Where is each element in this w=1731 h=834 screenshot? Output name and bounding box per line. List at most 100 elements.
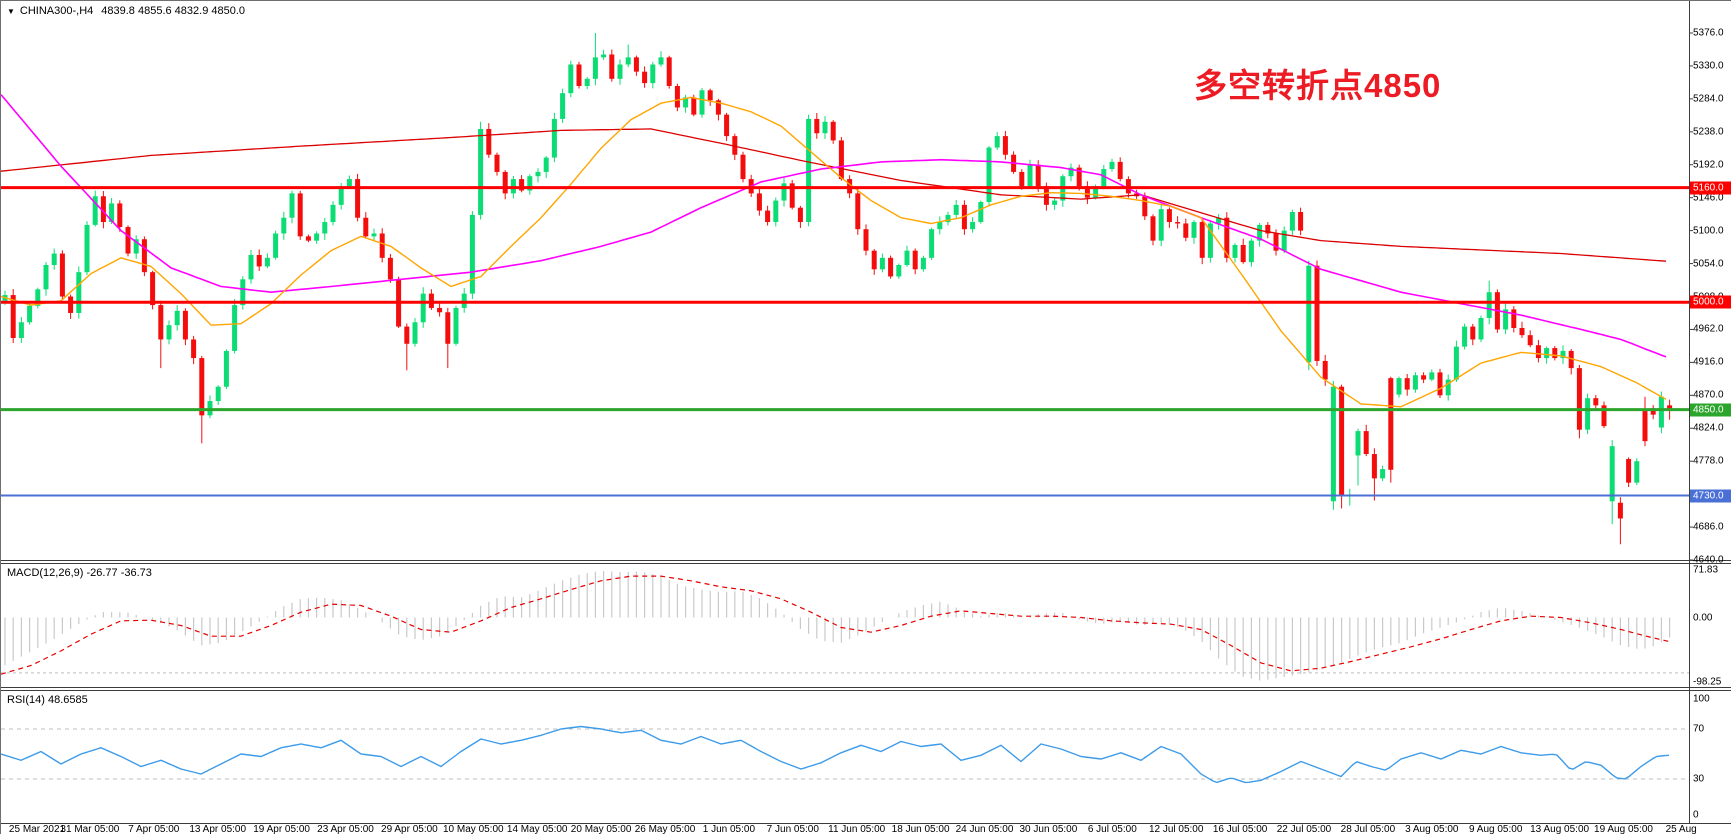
candle [1265, 224, 1271, 234]
candle [994, 136, 1000, 148]
candle [1585, 398, 1591, 430]
candle [1388, 378, 1394, 470]
candle [125, 227, 131, 254]
date-label: 22 Jul 05:00 [1276, 824, 1332, 834]
candle [68, 296, 74, 313]
candle [18, 322, 24, 339]
candle [1298, 212, 1304, 231]
rsi-indicator-label: RSI(14) 48.6585 [7, 694, 88, 706]
price-tick-label: 5146.0 [1693, 192, 1724, 204]
candle [1289, 212, 1295, 231]
price-badge-5000.0: 5000.0 [1690, 295, 1731, 309]
candle [1568, 350, 1574, 369]
candle [150, 272, 156, 306]
date-label: 3 Aug 05:00 [1405, 824, 1459, 834]
date-label: 13 Aug 05:00 [1530, 824, 1590, 834]
candle [215, 386, 221, 402]
date-label: 31 Mar 05:00 [60, 824, 120, 834]
date-label: 1 Jun 05:00 [702, 824, 756, 834]
rsi-tick-label: 100 [1693, 693, 1710, 705]
macd-tick-label: 0.00 [1693, 612, 1713, 623]
candle [970, 222, 976, 230]
candle [379, 233, 385, 258]
candle [305, 236, 311, 241]
macd-histogram [4, 570, 1671, 681]
candle [59, 253, 65, 297]
candle [855, 193, 861, 230]
candle [117, 203, 123, 228]
macd-indicator-label: MACD(12,26,9) -26.77 -36.73 [7, 567, 152, 579]
candle [724, 114, 730, 137]
candle [929, 229, 935, 258]
candle [1035, 164, 1041, 187]
candle [625, 57, 631, 65]
candle [199, 358, 205, 416]
candle [1076, 167, 1082, 187]
candle [1068, 167, 1074, 177]
candle [404, 326, 410, 344]
candle [642, 71, 648, 84]
macd-tick-label: 71.83 [1693, 564, 1719, 576]
candle [1421, 375, 1427, 380]
candle [1560, 350, 1566, 359]
candle [814, 118, 820, 134]
candle [51, 253, 57, 265]
candle [1552, 348, 1558, 359]
date-label: 9 Aug 05:00 [1468, 824, 1523, 834]
candle [486, 128, 492, 155]
candle [240, 279, 246, 306]
candle [1101, 169, 1107, 187]
candle [1667, 405, 1673, 410]
candle [314, 233, 320, 241]
candle [789, 183, 795, 208]
candle [1503, 309, 1509, 330]
candle [133, 239, 139, 254]
rsi-line [1, 725, 1670, 784]
candle [1626, 459, 1632, 483]
candle [1306, 265, 1312, 363]
candle [1642, 411, 1648, 442]
candle [1445, 379, 1451, 396]
date-label: 7 Apr 05:00 [128, 824, 180, 834]
price-tick-label: 5376.0 [1693, 27, 1724, 39]
candle [519, 179, 525, 191]
date-label: 20 May 05:00 [570, 824, 632, 834]
price-badge-4850.0: 4850.0 [1690, 403, 1731, 417]
candle [937, 222, 943, 230]
date-label: 14 May 05:00 [506, 824, 568, 834]
candle [1142, 196, 1148, 217]
price-tick-label: 5100.0 [1693, 225, 1724, 237]
candle [223, 350, 229, 387]
candle [543, 157, 549, 172]
candle [10, 295, 16, 339]
date-label: 25 Aug 05:00 [1665, 824, 1697, 834]
candle [371, 233, 377, 237]
candle [232, 305, 238, 351]
symbol-dropdown-icon[interactable]: ▼ [7, 6, 15, 16]
candle [1527, 335, 1533, 346]
annotation-text[interactable]: 多空转折点4850 [1194, 67, 1442, 104]
candle [666, 57, 672, 86]
candle [1002, 136, 1008, 155]
candle [387, 257, 393, 280]
candlestick-series[interactable] [2, 33, 1673, 545]
candle [1617, 502, 1623, 519]
candle [707, 90, 713, 101]
date-label: 30 Jun 05:00 [1019, 824, 1078, 834]
candle [1273, 233, 1279, 251]
candle [1470, 326, 1476, 340]
candle [1191, 222, 1197, 238]
date-label: 13 Apr 05:00 [189, 824, 247, 834]
candle [84, 224, 90, 273]
candle [650, 64, 656, 84]
candle [1150, 216, 1156, 241]
price-tick-label: 5238.0 [1693, 126, 1724, 138]
candle [674, 85, 680, 108]
candle [609, 54, 615, 79]
candle [1544, 348, 1550, 359]
candle [699, 90, 705, 115]
candle [551, 118, 557, 158]
candle [871, 250, 877, 270]
candle [527, 176, 533, 191]
